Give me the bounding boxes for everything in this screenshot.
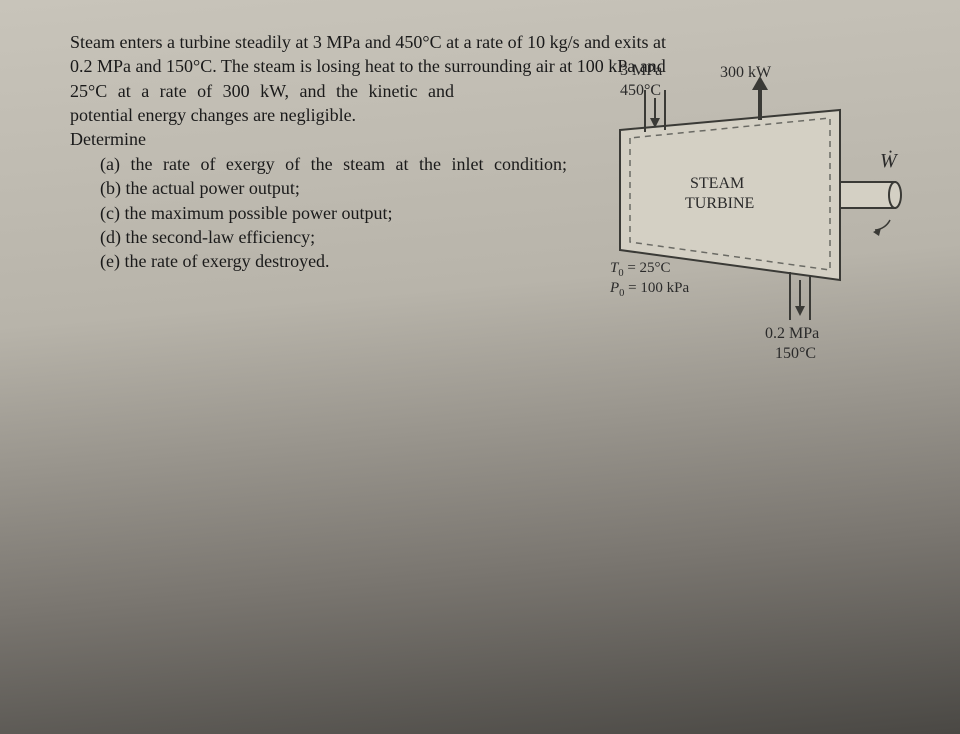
turbine-body-label-2: TURBINE: [685, 195, 754, 213]
env-pressure-symbol: P: [610, 280, 619, 296]
work-label: Ẇ: [880, 150, 897, 173]
inlet-temp-label: 450°C: [620, 82, 661, 100]
outlet-arrow-head: [795, 306, 805, 316]
shaft: [840, 182, 895, 208]
env-temp-label: T0 = 25°C: [610, 260, 671, 279]
rotation-arc: [875, 220, 890, 230]
heat-loss-label: 300 kW: [720, 64, 771, 82]
env-pressure-label: P0 = 100 kPa: [610, 280, 689, 299]
turbine-diagram: 3 MPa 450°C 300 kW Ẇ STEAM TURBINE T0 = …: [590, 70, 910, 390]
turbine-body-label-1: STEAM: [690, 175, 744, 193]
outlet-temp-label: 150°C: [775, 345, 816, 363]
shaft-end: [889, 182, 901, 208]
problem-line-1: Steam enters a turbine steadily at 3 MPa…: [70, 30, 900, 54]
turbine-svg: [590, 70, 910, 390]
inlet-pressure-label: 3 MPa: [620, 62, 662, 80]
env-temp-value: = 25°C: [624, 260, 671, 276]
outlet-pressure-label: 0.2 MPa: [765, 325, 819, 343]
env-pressure-value: = 100 kPa: [624, 280, 689, 296]
